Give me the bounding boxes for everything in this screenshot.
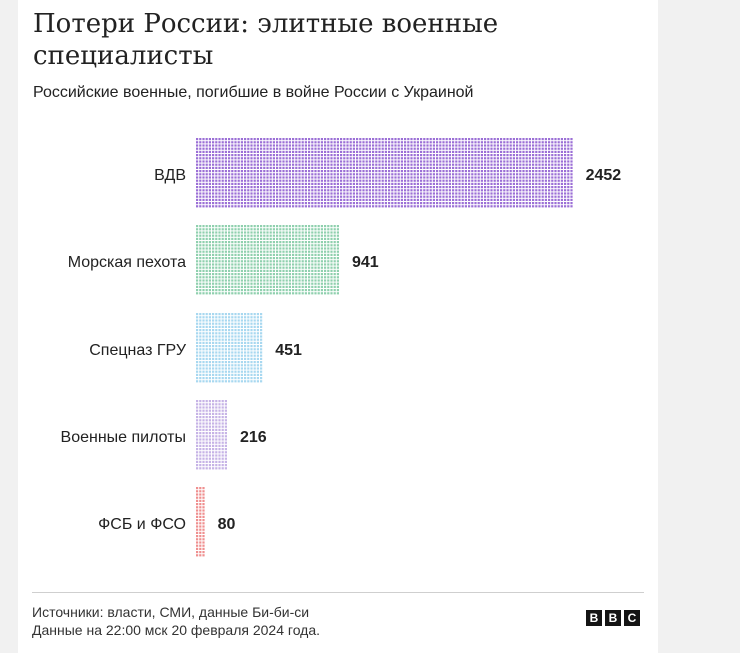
bar [196,400,227,470]
bbc-logo-block: B [586,610,602,626]
bar [196,225,339,295]
category-label: Морская пехота [68,254,186,271]
value-label: 2452 [586,167,622,184]
chart-title: Потери России: элитные военные специалис… [33,9,499,71]
category-label: Спецназ ГРУ [89,342,187,359]
sources-text: Источники: власти, СМИ, данные Би-би-си [32,604,310,620]
source-note: Источники: власти, СМИ, данные Би-би-си … [32,603,320,639]
bar-chart: ВДВ 2452 Морская пехота 941 Спецназ ГРУ 451 Во… [61,138,622,557]
bbc-logo-block: C [624,610,640,626]
footer-divider [32,592,644,593]
chart-subtitle: Российские военные, погибшие в войне Рос… [33,84,474,101]
value-label: 451 [275,342,302,359]
category-label: ВДВ [154,167,186,184]
bbc-logo-block: B [605,610,621,626]
category-label: Военные пилоты [61,429,186,446]
bar [196,138,573,208]
value-label: 80 [218,516,236,533]
bar [196,487,205,557]
chart-card: Потери России: элитные военные специалис… [18,0,658,653]
category-label: ФСБ и ФСО [98,516,186,533]
value-label: 216 [240,429,267,446]
bbc-logo: B B C [586,610,640,626]
date-note: Данные на 22:00 мск 20 февраля 2024 года… [32,622,321,638]
bar [196,313,263,383]
value-label: 941 [352,254,379,271]
